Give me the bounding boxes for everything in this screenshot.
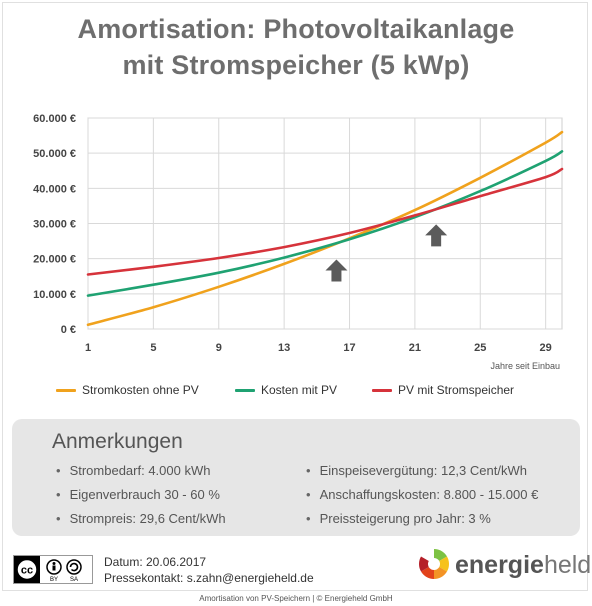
legend-label-pv-speicher: PV mit Stromspeicher [398,383,515,397]
footer-contact: Pressekontakt: s.zahn@energieheld.de [104,571,314,585]
x-tick-label: 5 [150,342,156,354]
notes-title: Anmerkungen [52,430,183,453]
footer-date: Datum: 20.06.2017 [104,555,207,569]
footer-meta: Datum: 20.06.2017 Pressekontakt: s.zahn@… [104,554,314,586]
svg-text:cc: cc [21,565,33,577]
bullet-icon: • [56,487,61,502]
bullet-icon: • [306,511,311,526]
y-tick-label: 20.000 € [33,254,76,266]
image-caption: Amortisation von PV-Speichern | © Energi… [199,594,393,603]
y-tick-label: 50.000 € [33,148,76,160]
note-text: Anschaffungskosten: 8.800 - 15.000 € [319,487,539,502]
note-item: • Preissteigerung pro Jahr: 3 % [306,511,491,526]
svg-text:BY: BY [50,577,58,583]
notes-panel: Anmerkungen • Strombedarf: 4.000 kWh • Eig… [12,419,580,536]
x-tick-label: 1 [85,342,91,354]
bullet-icon: • [56,511,61,526]
cc-by-sa-icon: cc BY SA [13,555,93,584]
x-tick-label: 17 [343,342,355,354]
brand-wordmark: energieheld [455,551,592,579]
svg-text:SA: SA [70,577,78,583]
y-tick-label: 60.000 € [33,113,76,125]
note-text: Preissteigerung pro Jahr: 3 % [319,511,491,526]
chart-legend: Stromkosten ohne PV Kosten mit PV PV mit… [0,383,592,401]
bullet-icon: • [306,463,311,478]
x-tick-label: 25 [474,342,486,354]
arrow-up-icon [325,259,348,282]
bullet-icon: • [56,463,61,478]
note-item: • Strompreis: 29,6 Cent/kWh [56,511,226,526]
series-line-2 [86,167,564,276]
note-text: Strombedarf: 4.000 kWh [69,463,211,478]
legend-label-stromkosten: Stromkosten ohne PV [82,383,199,397]
y-tick-label: 40.000 € [33,183,76,195]
series-line-1 [86,150,564,297]
x-tick-label: 29 [540,342,552,354]
line-chart: 0 € 10.000 € 20.000 € 30.000 € 40.000 € 50.00… [33,113,564,371]
chart-title-line-2: mit Stromspeicher (5 kWp) [122,50,470,80]
legend-swatch-stromkosten [56,388,76,392]
y-tick-label: 0 € [61,324,76,336]
legend-swatch-pv-speicher [372,388,392,392]
energieheld-brand: energieheld [417,547,591,583]
legend-item-stromkosten: Stromkosten ohne PV [56,383,199,397]
note-text: Einspeisevergütung: 12,3 Cent/kWh [319,463,527,478]
y-tick-label: 30.000 € [33,219,76,231]
x-tick-label: 9 [216,342,222,354]
chart-title-line-1: Amortisation: Photovoltaikanlage [77,14,515,44]
legend-item-pv-speicher: PV mit Stromspeicher [372,383,514,397]
note-item: • Einspeisevergütung: 12,3 Cent/kWh [306,463,527,478]
arrow-up-icon [425,224,448,247]
legend-item-kosten-mit-pv: Kosten mit PV [235,383,337,397]
legend-swatch-kosten-mit-pv [235,388,255,392]
note-item: • Anschaffungskosten: 8.800 - 15.000 € [306,487,538,502]
note-text: Strompreis: 29,6 Cent/kWh [69,511,226,526]
x-tick-label: 21 [409,342,421,354]
note-item: • Eigenverbrauch 30 - 60 % [56,487,220,502]
legend-label-kosten-mit-pv: Kosten mit PV [261,383,338,397]
note-text: Eigenverbrauch 30 - 60 % [69,487,220,502]
note-item: • Strombedarf: 4.000 kWh [56,463,210,478]
x-tick-label: 13 [278,342,290,354]
bullet-icon: • [306,487,311,502]
y-tick-label: 10.000 € [33,289,76,301]
x-axis-label: Jahre seit Einbau [490,361,560,371]
energieheld-logo-icon [418,549,450,579]
